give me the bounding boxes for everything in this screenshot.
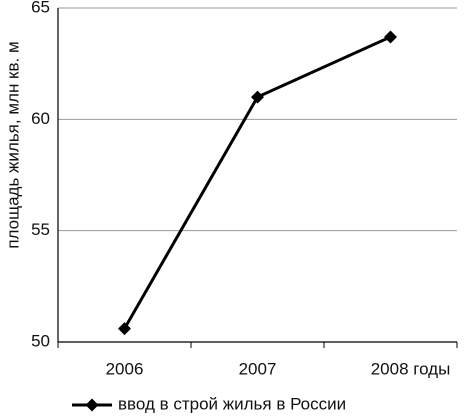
legend-label: ввод в строй жилья в России bbox=[118, 394, 346, 413]
marker bbox=[118, 322, 131, 336]
y-axis-label: площадь жилья, млн кв. м bbox=[3, 41, 22, 248]
marker bbox=[384, 30, 397, 44]
line bbox=[123, 35, 392, 330]
legend-marker bbox=[85, 398, 99, 412]
y-tick-label: 65 bbox=[31, 0, 50, 16]
y-tick-label: 55 bbox=[31, 220, 50, 239]
y-tick-label: 60 bbox=[31, 109, 50, 128]
x-tick-label: 2008 годы bbox=[371, 359, 451, 378]
marker bbox=[251, 90, 264, 104]
x-tick-label: 2006 bbox=[106, 359, 144, 378]
y-tick-label: 50 bbox=[31, 331, 50, 350]
x-tick-label: 2007 bbox=[239, 359, 277, 378]
